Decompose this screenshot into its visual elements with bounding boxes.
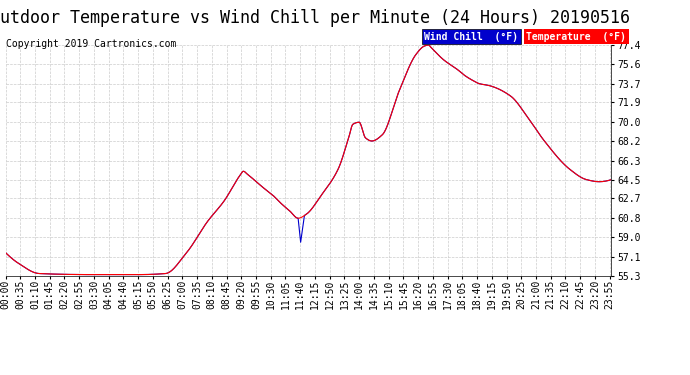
- Text: Temperature  (°F): Temperature (°F): [526, 32, 627, 42]
- Text: Outdoor Temperature vs Wind Chill per Minute (24 Hours) 20190516: Outdoor Temperature vs Wind Chill per Mi…: [0, 9, 631, 27]
- Text: Copyright 2019 Cartronics.com: Copyright 2019 Cartronics.com: [6, 39, 176, 50]
- Text: Wind Chill  (°F): Wind Chill (°F): [424, 32, 518, 42]
